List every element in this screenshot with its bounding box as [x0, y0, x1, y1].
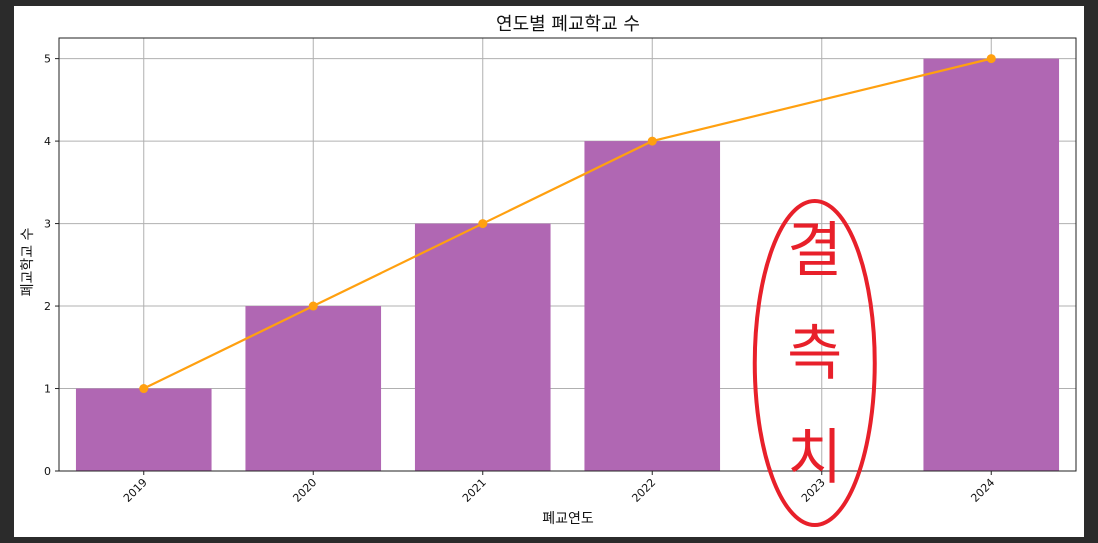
line-point [309, 302, 318, 311]
line-point [987, 54, 996, 63]
annotation-char: 치 [787, 423, 842, 493]
annotation-char: 측 [787, 319, 842, 389]
bar [415, 224, 551, 471]
line-point [478, 219, 487, 228]
figure-canvas: 연도별 폐교학교 수 폐교연도 폐교학교 수 0 1 2 3 4 5 2019 2020 202… [14, 6, 1084, 537]
y-tick-label: 5 [44, 53, 51, 66]
bar [76, 389, 212, 471]
x-tick-label: 2021 [460, 476, 489, 505]
x-tick-label: 2019 [121, 476, 150, 505]
x-tick-label: 2022 [629, 476, 658, 505]
bar [923, 59, 1059, 471]
line-point [648, 137, 657, 146]
chart-svg: 연도별 폐교학교 수 폐교연도 폐교학교 수 0 1 2 3 4 5 2019 2020 202… [14, 6, 1084, 537]
bar [584, 141, 720, 471]
x-axis-label: 폐교연도 [542, 511, 594, 527]
annotation-layer: 결측치 [755, 201, 875, 525]
x-tick-label: 2024 [968, 476, 997, 505]
line-point [139, 384, 148, 393]
x-tick-label: 2020 [290, 476, 319, 505]
y-tick-label: 0 [44, 465, 51, 478]
y-tick-label: 2 [44, 300, 51, 313]
annotation-char: 결 [787, 216, 842, 286]
chart-title: 연도별 폐교학교 수 [496, 14, 640, 35]
y-axis-label: 폐교학교 수 [20, 227, 36, 296]
y-tick-label: 4 [44, 135, 51, 148]
y-tick-label: 1 [44, 383, 51, 396]
bar-layer [76, 59, 1059, 471]
y-tick-label: 3 [44, 218, 51, 231]
bar [245, 306, 381, 471]
